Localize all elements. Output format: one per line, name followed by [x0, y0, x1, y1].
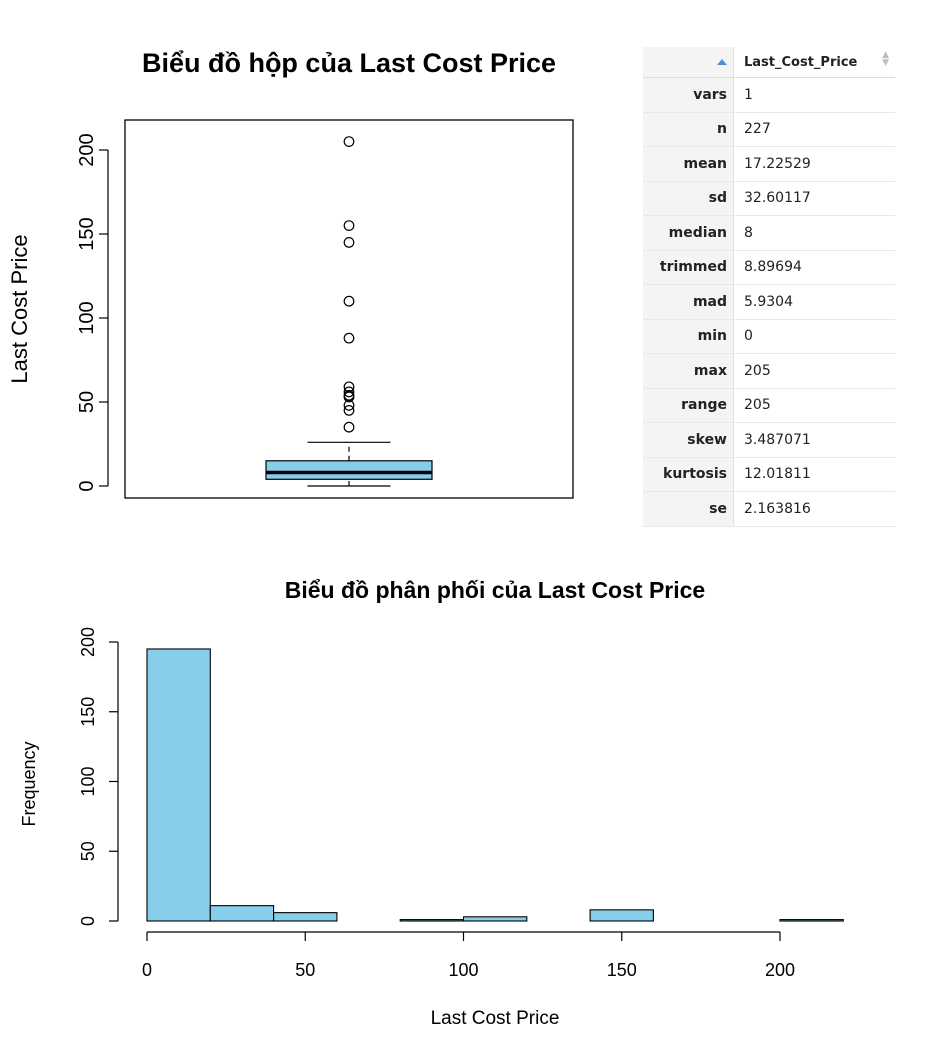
boxplot-outlier-point: [343, 295, 355, 307]
boxplot-outlier-point: [343, 399, 355, 411]
histogram-bar: [146, 648, 211, 922]
boxplot-outlier-point: [343, 220, 355, 232]
stat-value: 3.487071: [733, 422, 895, 458]
histogram-y-tick-label: 200: [78, 627, 98, 657]
column-sort-header[interactable]: Last_Cost_Price ▲ ▼: [733, 47, 895, 78]
stat-name: se: [643, 491, 734, 527]
stat-name: max: [643, 353, 734, 389]
boxplot-plot-frame: [124, 119, 574, 499]
boxplot-title: Biểu đồ hộp của Last Cost Price: [142, 48, 556, 78]
histogram-title: Biểu đồ phân phối của Last Cost Price: [285, 577, 705, 603]
boxplot-y-tick-label: 100: [76, 301, 98, 334]
histogram-y-tick-label: 0: [78, 916, 98, 926]
stat-value: 2.163816: [733, 491, 895, 527]
stats-row: median 8: [643, 215, 895, 251]
boxplot-outlier-point: [343, 405, 355, 416]
stats-row: mean 17.22529: [643, 146, 895, 182]
boxplot-box: [265, 460, 433, 480]
boxplot-y-tick-label: 200: [76, 133, 98, 166]
histogram-x-tick-label: 150: [607, 960, 637, 980]
boxplot-outlier-point: [343, 332, 355, 344]
stats-row: vars 1: [643, 77, 895, 113]
boxplot-y-axis-label: Last Cost Price: [7, 234, 32, 383]
stats-row: trimmed 8.89694: [643, 250, 895, 285]
sort-ascending-icon: [717, 59, 727, 65]
stat-name: n: [643, 112, 734, 147]
stat-value: 8: [733, 215, 895, 251]
stat-name: vars: [643, 77, 734, 113]
histogram-bar: [462, 916, 528, 922]
boxplot-outlier-point: [343, 421, 355, 433]
boxplot-outlier-point: [343, 136, 355, 148]
stats-row: range 205: [643, 388, 895, 423]
stat-value: 8.89694: [733, 250, 895, 285]
histogram-x-tick-label: 50: [295, 960, 315, 980]
stat-name: kurtosis: [643, 457, 734, 492]
stats-row: kurtosis 12.01811: [643, 457, 895, 492]
stats-table-body: vars 1 n 227 mean 17.22529 sd 32.60117 median 8 tr…: [643, 77, 895, 527]
stat-value: 5.9304: [733, 284, 895, 320]
stat-name: trimmed: [643, 250, 734, 285]
histogram-chart: Biểu đồ phân phối của Last Cost Price La…: [19, 577, 844, 1029]
histogram-bar: [399, 919, 465, 922]
stats-table: Last_Cost_Price ▲ ▼ vars 1 n 227 mean 17.22529…: [643, 47, 895, 527]
histogram-x-tick-label: 200: [765, 960, 795, 980]
histogram-y-axis-label: Frequency: [19, 741, 39, 826]
boxplot-chart: Biểu đồ hộp của Last Cost Price Last Cos…: [7, 48, 574, 499]
stats-row: skew 3.487071: [643, 422, 895, 458]
stat-name: range: [643, 388, 734, 423]
stat-value: 205: [733, 353, 895, 389]
row-name-sort-header[interactable]: [643, 47, 734, 78]
stat-value: 12.01811: [733, 457, 895, 492]
stats-row: max 205: [643, 353, 895, 389]
boxplot-y-tick-label: 0: [76, 480, 98, 491]
boxplot-y-tick-label: 150: [76, 217, 98, 250]
histogram-bar: [589, 909, 654, 922]
boxplot-y-tick-label: 50: [76, 391, 98, 413]
stat-value: 17.22529: [733, 146, 895, 182]
stat-name: skew: [643, 422, 734, 458]
histogram-y-tick-label: 100: [78, 766, 98, 796]
stat-name: sd: [643, 181, 734, 216]
stat-value: 227: [733, 112, 895, 147]
stats-row: min 0: [643, 319, 895, 354]
histogram-bar: [209, 905, 275, 922]
histogram-y-tick-label: 150: [78, 697, 98, 727]
column-header-label: Last_Cost_Price: [744, 54, 858, 70]
boxplot-outlier-point: [343, 236, 355, 248]
stats-row: n 227: [643, 112, 895, 147]
histogram-x-tick-label: 100: [448, 960, 478, 980]
stat-name: mean: [643, 146, 734, 182]
stat-value: 1: [733, 77, 895, 113]
stat-name: median: [643, 215, 734, 251]
histogram-bar: [779, 919, 844, 922]
stats-row: se 2.163816: [643, 491, 895, 527]
boxplot-outlier-point: [343, 391, 355, 403]
stat-name: mad: [643, 284, 734, 320]
boxplot-outlier-point: [343, 386, 355, 398]
sort-toggle-icon: ▲ ▼: [882, 50, 889, 68]
stats-row: sd 32.60117: [643, 181, 895, 216]
stat-name: min: [643, 319, 734, 354]
describe-stats-table: Last_Cost_Price ▲ ▼ vars 1 n 227 mean 17.22529…: [643, 47, 895, 527]
stat-value: 32.60117: [733, 181, 895, 216]
stat-value: 0: [733, 319, 895, 354]
stats-row: mad 5.9304: [643, 284, 895, 320]
stats-header-row: Last_Cost_Price ▲ ▼: [643, 47, 895, 78]
histogram-x-tick-label: 0: [142, 960, 152, 980]
histogram-y-tick-label: 50: [78, 841, 98, 861]
histogram-bar: [273, 912, 338, 922]
stat-value: 205: [733, 388, 895, 423]
histogram-x-axis-label: Last Cost Price: [431, 1008, 560, 1029]
